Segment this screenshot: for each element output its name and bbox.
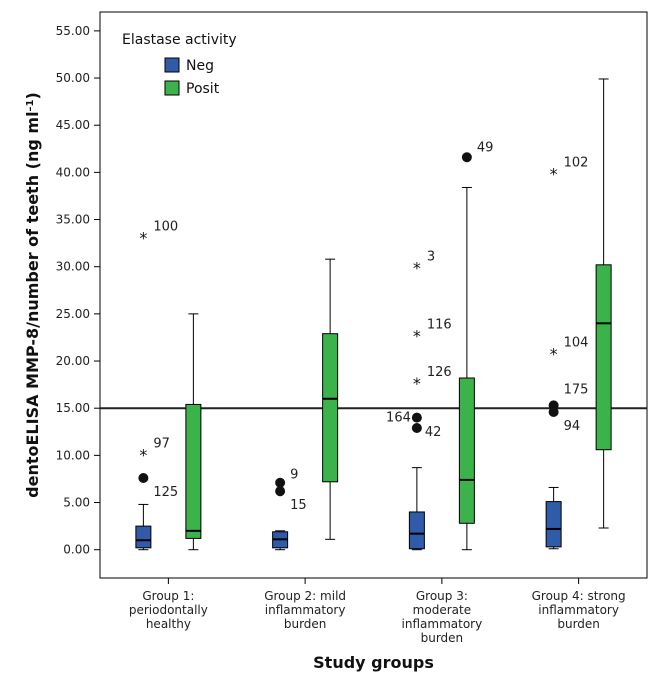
outlier-label: 102 <box>564 155 589 170</box>
outlier-star: * <box>139 445 147 464</box>
outlier-label: 116 <box>427 318 452 333</box>
box-iqr <box>322 333 339 483</box>
y-tick-label: 15.00 <box>56 401 90 415</box>
x-category-label: Group 1: periodontally healthy <box>129 589 208 631</box>
outlier-circle <box>275 486 286 497</box>
box-iqr <box>185 403 202 539</box>
box-posit-group-3 <box>458 186 475 551</box>
x-category-label-line: burden <box>284 617 327 631</box>
y-tick-label: 5.00 <box>63 496 90 510</box>
y-tick-label: 35.00 <box>56 213 90 227</box>
legend-swatch <box>164 57 180 73</box>
outlier-label: 3 <box>427 250 435 265</box>
x-category-label-line: healthy <box>146 617 191 631</box>
outlier-circle <box>411 412 422 423</box>
y-axis-title-main: dentoELISA MMP-8/number of teeth (ng ml <box>23 111 42 497</box>
box-posit-group-4 <box>595 78 612 529</box>
x-category-label-line: inflammatory <box>265 603 346 617</box>
legend-title: Elastase activity <box>122 32 237 48</box>
box-posit-group-2 <box>322 258 339 540</box>
box-iqr <box>458 377 475 524</box>
x-category-label-line: periodontally <box>129 603 208 617</box>
box-neg-group-3 <box>408 467 425 551</box>
x-category-label-line: inflammatory <box>402 617 483 631</box>
x-category-label-line: Group 2: mild <box>264 589 346 603</box>
outlier-label: 126 <box>427 365 452 380</box>
box-neg-group-4 <box>545 486 562 550</box>
x-category-label-line: burden <box>557 617 600 631</box>
x-category-label-line: burden <box>421 631 464 645</box>
y-axis: 0.00 5.00 10.00 15.00 20.00 25.00 30.00 35.00 40… <box>56 24 100 557</box>
plot-frame <box>99 11 648 579</box>
y-axis-title-close: ) <box>23 92 42 99</box>
box-neg-group-2 <box>272 530 289 551</box>
x-axis-title: Study groups <box>313 653 434 672</box>
outlier-label: 125 <box>153 485 178 500</box>
y-tick-label: 20.00 <box>56 354 90 368</box>
outlier-label: 94 <box>564 419 581 434</box>
y-tick-label: 40.00 <box>56 165 90 179</box>
box-iqr <box>545 501 562 548</box>
y-tick-label: 55.00 <box>56 24 90 38</box>
outlier-circle <box>138 473 149 484</box>
y-tick-label: 0.00 <box>63 543 90 557</box>
outlier-label: 49 <box>477 140 494 155</box>
y-tick-label: 10.00 <box>56 448 90 462</box>
outlier-label: 164 <box>386 411 411 426</box>
box-iqr <box>408 511 425 550</box>
y-tick-label: 25.00 <box>56 307 90 321</box>
outlier-marks: 125 * 97 * 100 9 15 164 42 * 126 * 116 * 3 175 94 * 104 * 10… <box>138 140 588 513</box>
outlier-star: * <box>139 229 147 248</box>
box-neg-group-1 <box>135 503 152 551</box>
outlier-star: * <box>550 345 558 364</box>
outlier-label: 97 <box>153 436 170 451</box>
x-category-label: Group 2: mild inflammatory burden <box>264 589 346 631</box>
outlier-label: 175 <box>564 382 589 397</box>
box-posit-group-1 <box>185 313 202 551</box>
legend: Elastase activity Neg Posit <box>122 32 237 97</box>
outlier-label: 42 <box>425 425 442 440</box>
outlier-circle <box>411 423 422 434</box>
outlier-circle <box>275 477 286 488</box>
outlier-label: 104 <box>564 336 589 351</box>
x-category-label: Group 3: moderate inflammatory burden <box>402 589 483 645</box>
outlier-star: * <box>413 327 421 346</box>
y-tick-label: 30.00 <box>56 260 90 274</box>
legend-label: Posit <box>186 81 220 97</box>
box-iqr <box>135 525 152 549</box>
y-axis-title: dentoELISA MMP-8/number of teeth (ng ml–… <box>23 92 42 498</box>
x-category-label-line: Group 4: strong <box>532 589 626 603</box>
outlier-star: * <box>550 164 558 183</box>
box-iqr <box>595 264 612 451</box>
outlier-label: 15 <box>290 498 307 513</box>
outlier-circle <box>461 152 472 163</box>
x-category-label-line: inflammatory <box>538 603 619 617</box>
x-axis: Group 1: periodontally healthy Group 2: mil… <box>129 578 626 645</box>
y-tick-label: 50.00 <box>56 71 90 85</box>
x-category-label-line: moderate <box>413 603 471 617</box>
x-category-label-line: Group 1: <box>142 589 194 603</box>
box-series <box>135 78 612 551</box>
legend-label: Neg <box>186 58 214 74</box>
outlier-star: * <box>413 259 421 278</box>
y-tick-label: 45.00 <box>56 118 90 132</box>
x-category-label: Group 4: strong inflammatory burden <box>532 589 626 631</box>
outlier-circle <box>548 406 559 417</box>
legend-swatch <box>164 80 180 96</box>
plot-frame-group <box>99 11 648 579</box>
outlier-star: * <box>413 374 421 393</box>
x-category-label-line: Group 3: <box>416 589 468 603</box>
outlier-label: 9 <box>290 468 298 483</box>
outlier-label: 100 <box>153 220 178 235</box>
y-axis-title-superscript: –1 <box>25 99 36 111</box>
